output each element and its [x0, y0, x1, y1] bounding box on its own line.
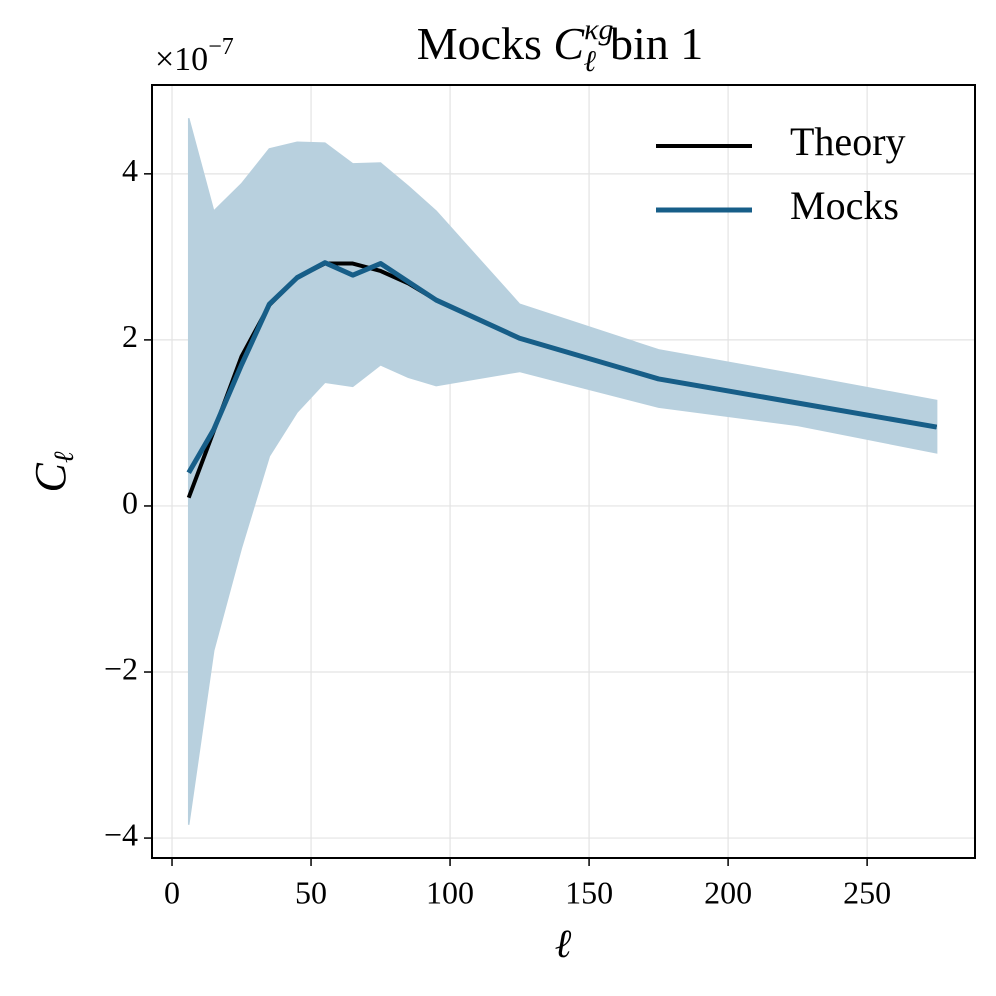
y-tick-label: 0	[122, 484, 138, 520]
y-axis-label: Cℓ	[26, 451, 80, 492]
x-tick-label: 0	[164, 874, 180, 910]
y-tick-label: −4	[104, 816, 138, 852]
legend-label: Mocks	[790, 183, 899, 228]
x-tick-label: 150	[565, 874, 613, 910]
chart-title: Mocks Cκg ℓ bin 1	[417, 13, 704, 78]
x-axis-label: ℓ	[555, 921, 572, 966]
legend-label: Theory	[790, 119, 906, 164]
x-tick-label: 50	[295, 874, 327, 910]
error-band	[187, 118, 938, 825]
y-tick-label: 4	[122, 152, 138, 188]
x-tick-label: 100	[426, 874, 474, 910]
y-offset: ×10−7	[155, 34, 234, 78]
y-tick-label: 2	[122, 318, 138, 354]
plot-frame	[151, 84, 976, 859]
line	[186, 260, 938, 474]
y-tick-label: −2	[104, 650, 138, 686]
x-tick-label: 200	[704, 874, 752, 910]
x-tick-label: 250	[843, 874, 891, 910]
